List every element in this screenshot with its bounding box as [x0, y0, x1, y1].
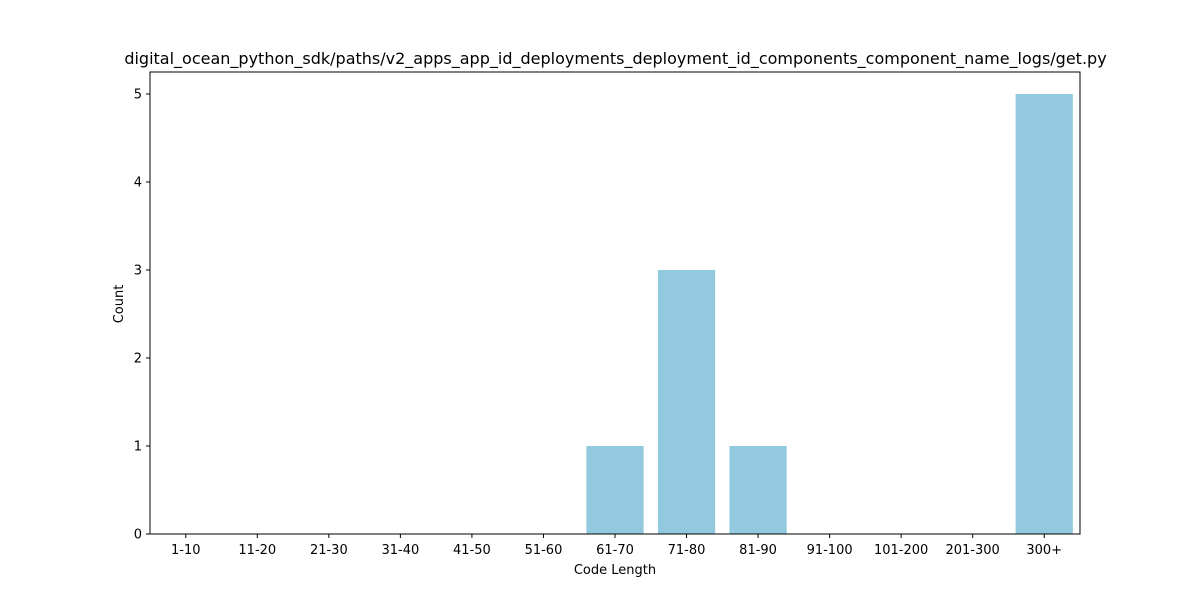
y-tick-label: 4 [134, 176, 142, 191]
plot-frame [149, 71, 1081, 535]
x-axis-ticks: 1-10 11-20 21-30 31-40 41-50 51-60 61-70 71-80 8… [171, 534, 1062, 558]
bars-group [586, 94, 1073, 534]
x-tick-label: 51-60 [525, 543, 563, 558]
x-tick-label: 91-100 [807, 543, 853, 558]
x-tick-label: 71-80 [668, 543, 706, 558]
x-tick-label: 201-300 [946, 543, 1000, 558]
x-tick-label: 11-20 [238, 543, 276, 558]
bar-61-70 [586, 446, 644, 534]
y-tick-label: 2 [134, 352, 142, 367]
y-tick-label: 0 [134, 528, 142, 543]
x-tick-label: 81-90 [739, 543, 777, 558]
x-tick-label: 300+ [1026, 543, 1062, 558]
x-tick-label: 1-10 [171, 543, 201, 558]
chart-title: digital_ocean_python_sdk/paths/v2_apps_a… [124, 49, 1106, 69]
bar-81-90 [729, 446, 787, 534]
x-tick-label: 21-30 [310, 543, 348, 558]
y-tick-label: 5 [134, 88, 142, 103]
y-axis-label: Count [112, 285, 127, 324]
bar-300+ [1015, 94, 1073, 534]
y-axis-ticks: 0 1 2 3 4 5 [134, 88, 150, 543]
x-tick-label: 41-50 [453, 543, 491, 558]
x-tick-label: 101-200 [874, 543, 928, 558]
x-axis-label: Code Length [574, 563, 656, 578]
x-tick-label: 31-40 [381, 543, 419, 558]
y-tick-label: 1 [134, 440, 142, 455]
y-tick-label: 3 [134, 264, 142, 279]
x-tick-label: 61-70 [596, 543, 634, 558]
bar-71-80 [657, 270, 716, 534]
